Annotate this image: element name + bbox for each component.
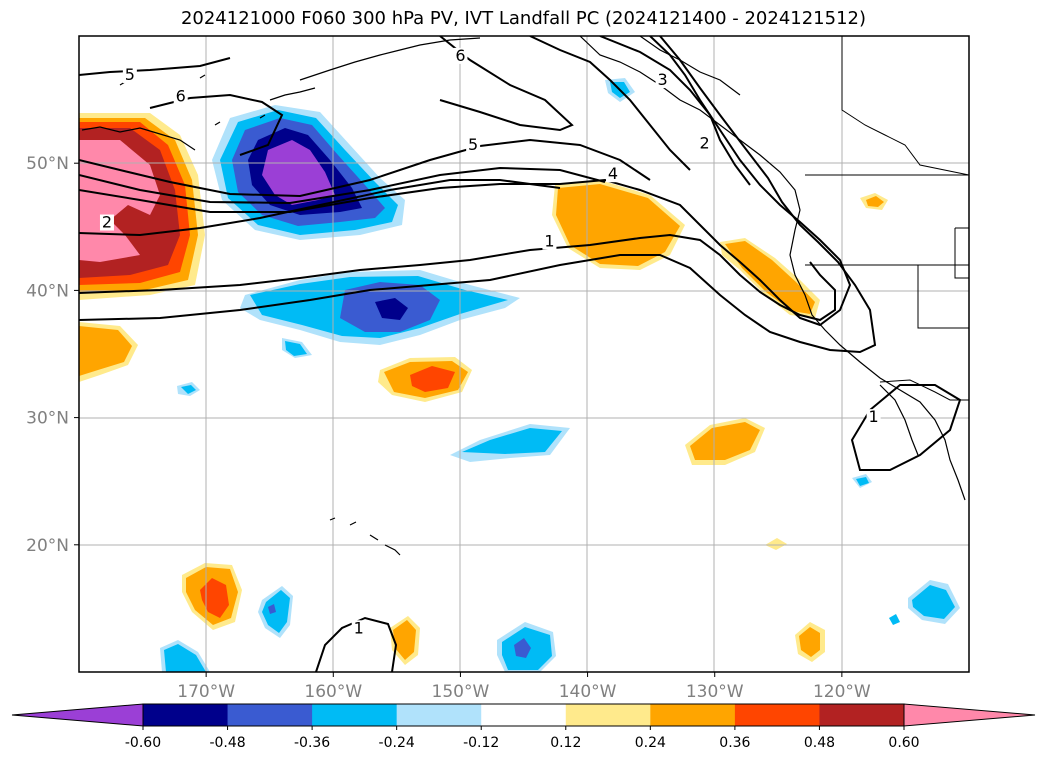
lon-tick-label: 160°W [304, 682, 362, 702]
contour-label-bg [351, 620, 366, 637]
gridlines [79, 36, 969, 672]
contour-label-bg [542, 233, 557, 250]
colorbar-extend-max [903, 703, 1036, 727]
map-title: 2024121000 F060 300 hPa PV, IVT Landfall… [180, 8, 867, 29]
anomaly-positive-california [720, 238, 820, 318]
colorbar-tick-label: -0.36 [294, 735, 330, 751]
colorbar-segment [734, 704, 820, 726]
lon-tick-label: 130°W [686, 682, 744, 702]
contour-label-bg [866, 409, 881, 426]
colorbar-frame [142, 703, 905, 727]
colorbar-tick-label: 0.48 [804, 735, 835, 751]
colorbar-segment [819, 704, 905, 726]
colorbar-segment [396, 704, 482, 726]
anomaly-positive-131w [685, 418, 765, 465]
contour-label: 2 [102, 213, 112, 232]
map-frame [78, 35, 970, 673]
colorbar-extend-min [11, 703, 144, 727]
latitude-ticks: 20°N 30°N 40°N 50°N [26, 154, 79, 556]
colorbar-segment [650, 704, 736, 726]
contour-label: 1 [354, 618, 364, 637]
colorbar-segment [227, 704, 313, 726]
contour-label-bg [453, 47, 468, 64]
lat-tick-label: 30°N [26, 409, 69, 429]
contour-label: 2 [699, 134, 709, 153]
colorbar-tick-label: -0.48 [209, 735, 245, 751]
colorbar-tick-label: 0.24 [635, 735, 666, 751]
anomaly-south-features [160, 563, 960, 672]
longitude-ticks: 170°W 160°W 150°W 140°W 130°W 120°W [177, 672, 871, 702]
colorbar-tick-label: 0.36 [719, 735, 750, 751]
colorbar-segment [565, 704, 651, 726]
colorbar-segment [312, 704, 398, 726]
colorbar-segment [143, 704, 229, 726]
colorbar-tick-label: 0.12 [550, 735, 581, 751]
contour-labels: 5 6 6 5 4 1 2 2 1 1 3 [99, 46, 881, 637]
contour-label: 3 [657, 70, 667, 89]
colorbar-tick-label: -0.60 [125, 735, 161, 751]
contour-label-bg [655, 72, 670, 89]
contour-label: 5 [468, 135, 478, 154]
contour-label: 1 [544, 232, 554, 251]
contour-label: 6 [455, 46, 465, 65]
anomaly-positive-151w [378, 357, 472, 402]
contour-label-bg [122, 66, 137, 83]
lon-tick-label: 150°W [432, 682, 490, 702]
contour-label-bg [606, 166, 620, 183]
colorbar: -0.60 -0.48 -0.36 -0.24 -0.12 0.12 0.24 0.36 0.4… [11, 703, 1036, 751]
lat-tick-label: 20°N [26, 536, 69, 556]
lon-tick-label: 170°W [177, 682, 235, 702]
contour-label: 5 [125, 65, 135, 84]
lon-tick-label: 120°W [813, 682, 871, 702]
colorbar-tick-label: -0.24 [379, 735, 415, 751]
contour-label-bg [99, 214, 114, 231]
contour-label: 1 [869, 407, 879, 426]
lat-tick-label: 50°N [26, 154, 69, 174]
borders [805, 36, 969, 401]
contour-label-bg [173, 88, 188, 105]
ivt-contours [79, 36, 962, 672]
lat-tick-label: 40°N [26, 281, 69, 301]
contour-label-bg [697, 135, 712, 152]
colorbar-segment [481, 704, 567, 726]
lon-tick-label: 140°W [559, 682, 617, 702]
contour-label-bg [466, 136, 481, 153]
contour-label: 4 [608, 164, 618, 183]
contour-label: 6 [176, 87, 186, 106]
colorbar-tick-label: 0.60 [888, 735, 919, 751]
colorbar-tick-label: -0.12 [463, 735, 499, 751]
